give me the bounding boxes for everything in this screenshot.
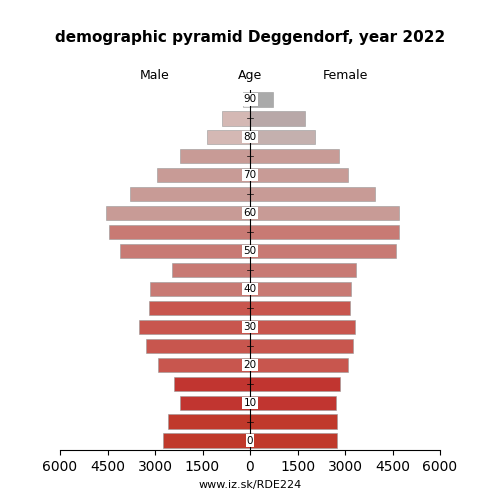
Bar	[250, 320, 354, 334]
Bar	[250, 149, 338, 164]
Bar	[146, 338, 250, 353]
Bar	[250, 338, 353, 353]
Text: 20: 20	[244, 360, 256, 370]
Bar	[250, 244, 396, 258]
Bar	[208, 130, 250, 144]
Bar	[250, 376, 340, 391]
Text: Female: Female	[322, 70, 368, 82]
Bar	[150, 282, 250, 296]
Text: Age: Age	[238, 70, 262, 82]
Text: 0: 0	[247, 436, 254, 446]
Bar	[158, 358, 250, 372]
Bar	[250, 168, 348, 182]
Bar	[250, 187, 375, 202]
Bar	[250, 396, 336, 409]
Bar	[250, 112, 306, 126]
Bar	[172, 263, 250, 277]
Bar	[250, 301, 350, 315]
Bar	[106, 206, 250, 220]
Bar	[168, 414, 250, 428]
Text: 30: 30	[244, 322, 256, 332]
Text: Male: Male	[140, 70, 170, 82]
Bar	[250, 225, 399, 239]
Text: demographic pyramid Deggendorf, year 2022: demographic pyramid Deggendorf, year 202…	[55, 30, 445, 45]
Bar	[250, 263, 356, 277]
Text: www.iz.sk/RDE224: www.iz.sk/RDE224	[198, 480, 302, 490]
Bar	[180, 396, 250, 409]
Bar	[130, 187, 250, 202]
Bar	[250, 130, 315, 144]
Text: 60: 60	[244, 208, 256, 218]
Text: 90: 90	[244, 94, 256, 104]
Bar	[250, 92, 273, 106]
Bar	[120, 244, 250, 258]
Text: 50: 50	[244, 246, 256, 256]
Bar	[243, 92, 250, 106]
Bar	[250, 282, 352, 296]
Bar	[250, 358, 348, 372]
Bar	[250, 414, 337, 428]
Bar	[174, 376, 250, 391]
Bar	[250, 206, 399, 220]
Text: 70: 70	[244, 170, 256, 180]
Bar	[180, 149, 250, 164]
Bar	[139, 320, 250, 334]
Text: 40: 40	[244, 284, 256, 294]
Bar	[156, 168, 250, 182]
Bar	[148, 301, 250, 315]
Bar	[109, 225, 250, 239]
Bar	[163, 434, 250, 448]
Text: 10: 10	[244, 398, 256, 407]
Text: 80: 80	[244, 132, 256, 142]
Bar	[222, 112, 250, 126]
Bar	[250, 434, 337, 448]
